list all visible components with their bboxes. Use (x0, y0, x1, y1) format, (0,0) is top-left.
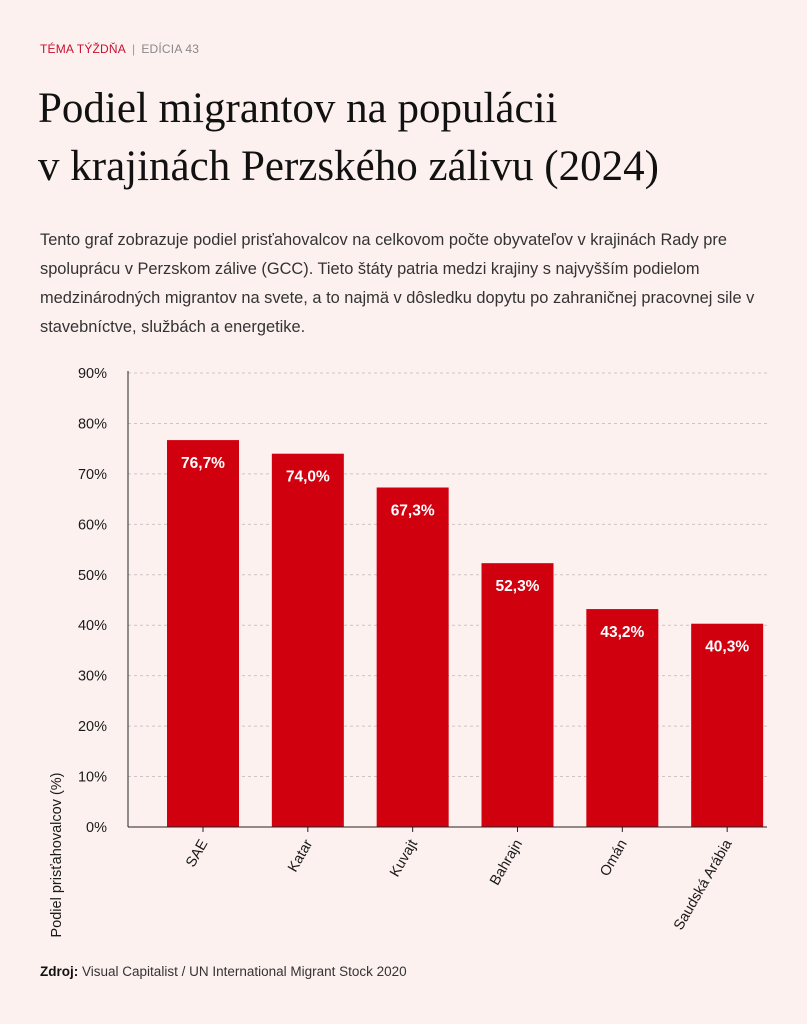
x-tick-label: Kuvajt (387, 837, 421, 880)
x-tick-label: Katar (285, 837, 316, 875)
y-tick-label: 90% (78, 366, 107, 382)
kicker-separator: | (132, 42, 136, 56)
source-text: Visual Capitalist / UN International Mig… (82, 964, 407, 979)
y-tick-label: 40% (78, 618, 107, 634)
chart-description: Tento graf zobrazuje podiel prisťahovalc… (40, 231, 755, 336)
bar-saudská-arábia (691, 623, 764, 827)
source-note: Zdroj: Visual Capitalist / UN Internatio… (40, 964, 407, 979)
x-tick-label: SAE (183, 837, 212, 870)
topic-label: TÉMA TÝŽDŇA (40, 42, 126, 56)
source-label: Zdroj: (40, 964, 79, 979)
y-tick-label: 20% (78, 719, 107, 735)
bar-kuvajt (376, 487, 449, 827)
bars: 76,7% 74,0% 67,3% 52,3% 43,2% 40,3% (167, 440, 764, 827)
x-tick-label: Omán (597, 837, 631, 879)
bar-katar (271, 453, 344, 827)
header-kicker: TÉMA TÝŽDŇA | EDÍCIA 43 (40, 42, 199, 56)
y-tick-label: 70% (78, 467, 107, 483)
title-line-2: v krajinách Perzského zálivu (2024) (38, 143, 659, 190)
y-tick-label: 0% (86, 820, 107, 836)
bar-value-label: 52,3% (496, 578, 540, 595)
bar-chart: 76,7% 74,0% 67,3% 52,3% 43,2% 40,3% 0% 10% 20% 3… (49, 366, 767, 938)
bar-value-label: 43,2% (600, 624, 644, 641)
bar-bahrajn (481, 563, 554, 827)
title-line-1: Podiel migrantov na populácii (38, 85, 558, 132)
x-tick-label: Bahrajn (487, 837, 526, 888)
page-title: Podiel migrantov na populácii v krajinác… (38, 80, 778, 196)
y-axis-label: Podiel prisťahovalcov (%) (49, 772, 65, 937)
bar-value-label: 67,3% (391, 503, 435, 520)
y-tick-label: 30% (78, 669, 107, 685)
y-tick-label: 50% (78, 568, 107, 584)
y-tick-label: 80% (78, 416, 107, 432)
bar-value-label: 74,0% (286, 469, 330, 486)
y-tick-label: 60% (78, 517, 107, 533)
y-tick-label: 10% (78, 770, 107, 786)
bar-omán (586, 609, 659, 827)
bar-sae (167, 440, 239, 827)
edition-label: EDÍCIA 43 (141, 42, 200, 56)
bar-value-label: 40,3% (705, 639, 749, 656)
bar-value-label: 76,7% (181, 455, 225, 472)
x-tick-label: Saudská Arábia (671, 836, 736, 933)
